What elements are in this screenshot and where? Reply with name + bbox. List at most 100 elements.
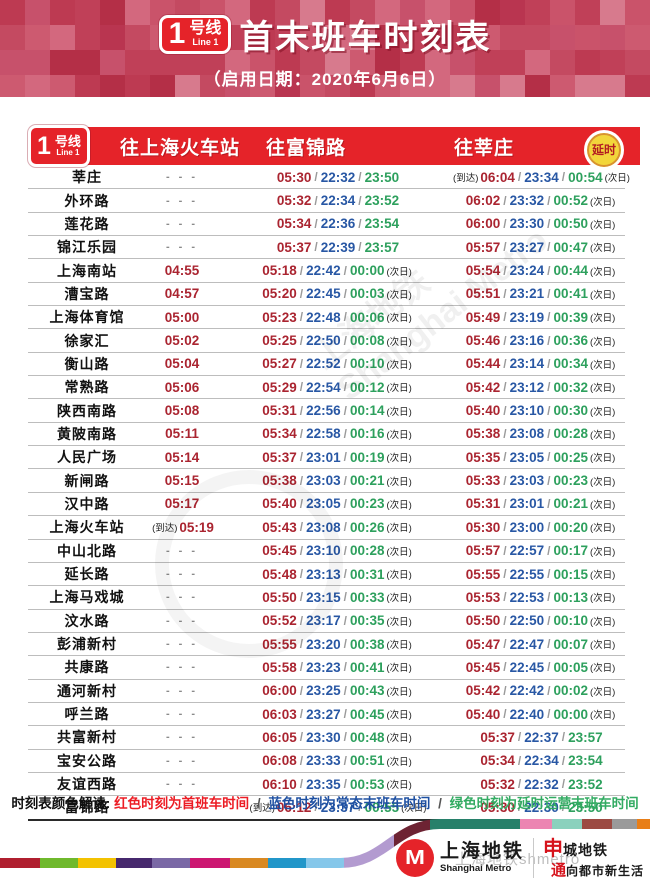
first-train-cell: - - - [146, 801, 218, 813]
time-separator: / [547, 333, 551, 348]
first-train-time: 05:04 [164, 356, 200, 372]
time-separator: / [343, 730, 347, 745]
to-fujin-last-train-time: 23:27 [306, 706, 341, 722]
mosaic-tile [200, 75, 225, 97]
no-service-dashes: - - - [165, 217, 199, 230]
first-train-time: 05:11 [165, 426, 199, 442]
mosaic-tile [600, 75, 625, 97]
to-xinzhuang-extended-last-train-time: 23:50 [568, 799, 603, 815]
time-separator: / [299, 753, 304, 768]
timetable-row: 新闸路 05:15 05:38/23:03/00:21 (次日) 05:33/23… [28, 469, 625, 493]
to-fujin-first-train-time: 05:34 [262, 426, 297, 442]
first-train-cell: - - - [146, 615, 218, 627]
mosaic-tile [325, 0, 350, 25]
next-day-label: (次日) [589, 243, 616, 255]
to-xinzhuang-extended-last-train-time: 00:41 [553, 286, 588, 302]
timetable-row: 延长路 - - - 05:48/23:13/00:31 (次日) 05:55/22… [28, 563, 625, 587]
to-xinzhuang-last-train-time: 23:00 [509, 519, 545, 535]
mosaic-tile [550, 25, 575, 50]
time-separator: / [547, 426, 551, 441]
logo-glyph: M [405, 846, 425, 870]
mosaic-tile [400, 75, 425, 97]
to-xinzhuang-extended-last-train-time: 00:36 [553, 333, 588, 349]
banner: 1 号线 Line 1 首末班车时刻表 （启用日期：2020年6月6日） [0, 0, 650, 97]
station-name: 陕西南路 [57, 402, 117, 419]
to-fujin-extended-last-train-time: 00:45 [349, 706, 385, 722]
mosaic-tile [125, 50, 150, 75]
first-train-cell: - - - [146, 241, 218, 253]
station-name: 共康路 [64, 659, 110, 676]
to-fujin-first-train-time: 06:10 [262, 776, 297, 792]
mosaic-tile [450, 50, 475, 75]
to-fujin-cell: 05:27/22:52/00:10 (次日) [218, 356, 458, 371]
mosaic-tile [600, 25, 625, 50]
to-fujin-cell: 05:45/23:10/00:28 (次日) [218, 543, 458, 558]
to-fujin-last-train-time: 23:03 [306, 473, 341, 489]
to-fujin-cell: 05:34/22:36/23:54 [218, 216, 458, 231]
to-fujin-last-train-time: 23:13 [306, 566, 341, 582]
no-service-dashes: - - - [165, 568, 199, 581]
time-separator: / [299, 567, 304, 582]
first-train-time: 05:06 [164, 379, 200, 395]
mosaic-tile [350, 50, 375, 75]
to-fujin-extended-last-train-time: 23:54 [364, 216, 400, 232]
mosaic-tile [600, 50, 625, 75]
to-fujin-last-train-time: 22:45 [306, 286, 341, 302]
to-xinzhuang-last-train-time: 23:16 [509, 333, 545, 349]
timetable-row: 上海火车站 (到达) 05:19 05:43/23:08/00:26 (次日) 05… [28, 516, 625, 540]
time-separator: / [358, 800, 362, 815]
time-separator: / [503, 637, 507, 652]
station-name: 延长路 [64, 566, 110, 583]
to-fujin-first-train-time: 05:31 [262, 403, 297, 419]
mosaic-tile [275, 0, 300, 25]
no-service-dashes: - - - [165, 661, 199, 674]
to-xinzhuang-cell: 05:35/23:05/00:25 (次日) [458, 450, 625, 465]
to-xinzhuang-last-train-time: 22:40 [509, 706, 545, 722]
mosaic-tile [25, 25, 50, 50]
to-fujin-extended-last-train-time: 00:03 [349, 286, 385, 302]
to-xinzhuang-last-train-time: 22:55 [509, 566, 545, 582]
to-xinzhuang-first-train-time: 05:32 [480, 776, 515, 792]
to-fujin-last-train-time: 23:20 [306, 636, 341, 652]
to-fujin-first-train-time: 05:18 [262, 263, 297, 279]
to-xinzhuang-extended-last-train-time: 00:10 [553, 613, 588, 629]
to-xinzhuang-extended-last-train-time: 00:23 [553, 473, 588, 489]
time-separator: / [299, 403, 304, 418]
next-day-label: (次日) [386, 383, 412, 395]
time-separator: / [299, 356, 304, 371]
mosaic-tile [425, 0, 450, 25]
to-fujin-last-train-time: 23:17 [306, 613, 341, 629]
first-train-cell: 05:00 [146, 310, 218, 325]
to-xinzhuang-first-train-time: 05:37 [480, 729, 515, 745]
to-fujin-last-train-time: 23:08 [306, 519, 341, 535]
to-xinzhuang-last-train-time: 23:30 [509, 216, 545, 232]
mosaic-tile [175, 75, 200, 97]
station-name: 汉中路 [64, 495, 110, 512]
to-fujin-last-train-time: 22:39 [320, 239, 356, 255]
next-day-label: (次日) [386, 593, 412, 605]
to-fujin-last-train-time: 23:15 [306, 589, 341, 605]
color-legend: 时刻表颜色解读: 红色时刻为首班车时间 / 蓝色时刻为常态末班车时间 / 绿色时… [0, 792, 650, 812]
to-fujin-extended-last-train-time: 00:16 [349, 426, 385, 442]
time-separator: / [503, 496, 507, 511]
first-train-cell: 05:04 [146, 356, 218, 371]
time-separator: / [503, 333, 507, 348]
to-fujin-cell: 05:31/22:56/00:14 (次日) [218, 403, 458, 418]
to-xinzhuang-cell: (到达) 06:04/23:34/00:54 (次日) [453, 170, 630, 185]
to-xinzhuang-last-train-time: 22:30 [524, 799, 559, 815]
to-xinzhuang-cell: 06:00/23:30/00:50 (次日) [458, 216, 625, 231]
to-fujin-first-train-time: 05:43 [262, 519, 297, 535]
to-fujin-extended-last-train-time: 00:48 [349, 729, 385, 745]
mosaic-tile [350, 25, 375, 50]
mosaic-tile [425, 25, 450, 50]
first-train-cell: 05:02 [146, 333, 218, 348]
to-fujin-first-train-time: 05:25 [262, 333, 297, 349]
first-train-cell: - - - [146, 685, 218, 697]
to-fujin-last-train-time: 22:32 [320, 169, 356, 185]
to-fujin-first-train-time: 05:23 [262, 309, 297, 325]
to-fujin-cell: 05:40/23:05/00:23 (次日) [218, 496, 458, 511]
effective-date: （启用日期：2020年6月6日） [203, 69, 447, 89]
to-fujin-first-train-time: 06:00 [262, 683, 297, 699]
timetable-row: 友谊西路 - - - 06:10/23:35/00:53 (次日) 05:32/2… [28, 773, 625, 797]
to-fujin-extended-last-train-time: 00:41 [349, 659, 385, 675]
